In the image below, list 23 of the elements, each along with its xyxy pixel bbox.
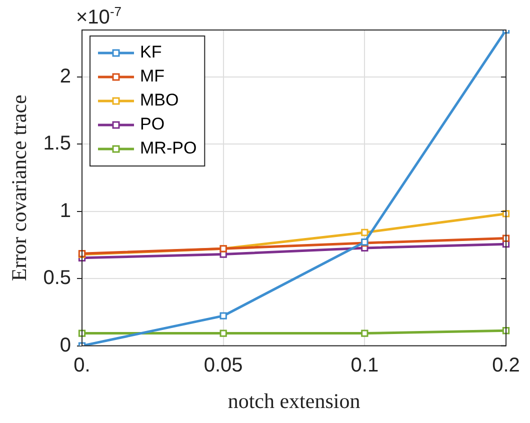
y-tick-label: 2 xyxy=(60,66,72,88)
y-tick-label: 1 xyxy=(60,200,72,222)
legend-label: MR-PO xyxy=(140,138,197,158)
y-tick-label: 1.5 xyxy=(43,132,72,155)
x-tick-label: 0.1 xyxy=(350,354,379,376)
x-tick-label: 0. xyxy=(74,354,90,376)
point xyxy=(361,330,368,337)
point xyxy=(502,234,510,242)
point xyxy=(361,228,368,236)
text: ×10$^{-7}$ xyxy=(76,4,122,30)
x-tick-label: 0.2 xyxy=(492,354,520,376)
legend-label: MF xyxy=(140,66,165,86)
x-axis-title: notch extension xyxy=(228,388,361,413)
x-tick-label: 0.05 xyxy=(204,354,243,376)
point xyxy=(78,330,86,337)
legend-label: MBO xyxy=(140,90,179,110)
y-tick-label: 0 xyxy=(60,334,72,356)
point xyxy=(220,312,227,320)
legend-label: PO xyxy=(140,114,165,134)
y-axis-title: Error covariance trace xyxy=(7,94,32,282)
legend-label: KF xyxy=(140,42,162,62)
point xyxy=(220,330,227,337)
y-tick-label: 0.5 xyxy=(43,267,72,290)
